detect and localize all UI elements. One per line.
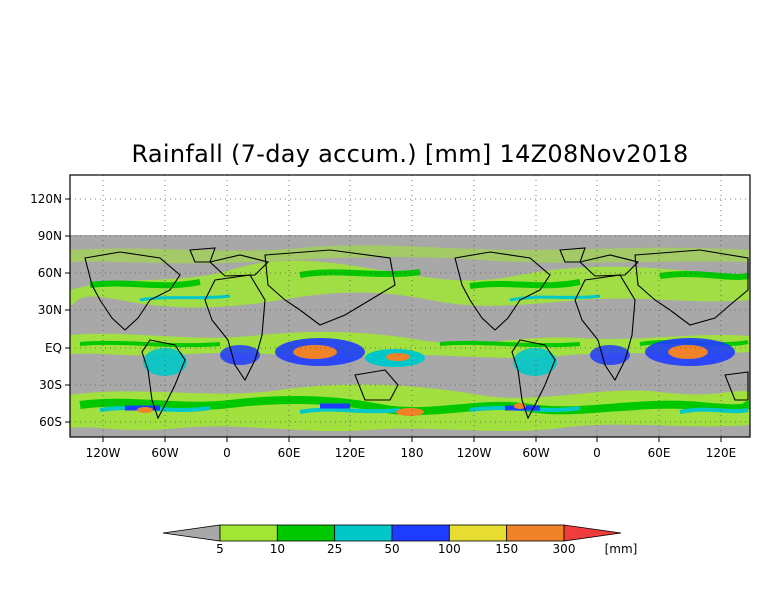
colorbar-tick-label: 150 bbox=[495, 542, 518, 556]
y-tick-label: 30S bbox=[39, 378, 62, 392]
x-tick-label: 120W bbox=[86, 446, 121, 460]
x-tick-label: 0 bbox=[223, 446, 231, 460]
x-tick-label: 120W bbox=[457, 446, 492, 460]
y-tick-label: 60N bbox=[38, 266, 62, 280]
colorbar-unit: [mm] bbox=[605, 542, 638, 556]
x-tick-label: 0 bbox=[593, 446, 601, 460]
south-heavy-rain-peak-2 bbox=[396, 408, 424, 416]
y-tick-label: 90N bbox=[38, 229, 62, 243]
x-tick-label: 60E bbox=[278, 446, 301, 460]
colorbar-segment bbox=[448, 524, 508, 542]
axis-ticks bbox=[65, 198, 722, 442]
y-tick-label: 30N bbox=[38, 303, 62, 317]
west-pacific-rain-peak bbox=[386, 353, 410, 361]
colorbar-segment bbox=[563, 524, 622, 542]
colorbar-segment bbox=[391, 524, 450, 542]
colorbar-segment bbox=[506, 524, 565, 542]
colorbar-segment bbox=[162, 524, 221, 542]
colorbar-segment bbox=[219, 524, 278, 542]
x-tick-label: 60W bbox=[522, 446, 549, 460]
south-heavy-rain-peak-1 bbox=[137, 407, 153, 413]
storm-track-north-intense bbox=[139, 294, 601, 302]
south-america-rain-repeat bbox=[513, 348, 557, 376]
south-america-rain bbox=[143, 348, 187, 376]
colorbar-segment bbox=[276, 524, 336, 542]
x-tick-label: 180 bbox=[401, 446, 424, 460]
coastlines bbox=[84, 247, 749, 420]
colorbar-tick-label: 25 bbox=[327, 542, 342, 556]
x-tick-label: 60E bbox=[648, 446, 671, 460]
x-tick-label: 60W bbox=[151, 446, 178, 460]
y-tick-label: EQ bbox=[45, 341, 62, 355]
x-tick-label: 120E bbox=[335, 446, 366, 460]
colorbar-tick-label: 5 bbox=[216, 542, 224, 556]
colorbar-tick-label: 300 bbox=[553, 542, 576, 556]
africa-rain-repeat bbox=[590, 345, 630, 365]
colorbar-tick-label: 50 bbox=[384, 542, 399, 556]
rainfall-field bbox=[70, 175, 750, 437]
colorbar: 5 10 25 50 100 150 300 bbox=[162, 524, 622, 556]
storm-track-south-core bbox=[79, 395, 750, 416]
graticule bbox=[70, 175, 750, 437]
plot-frame bbox=[69, 174, 751, 438]
africa-rain bbox=[220, 345, 260, 365]
colorbar-tick-label: 10 bbox=[270, 542, 285, 556]
colorbar-segment bbox=[334, 524, 393, 542]
map-title: Rainfall (7-day accum.) [mm] 14Z08Nov201… bbox=[131, 140, 689, 168]
y-tick-label: 60S bbox=[39, 415, 62, 429]
x-tick-label: 120E bbox=[706, 446, 737, 460]
high-latitude-band bbox=[70, 245, 750, 264]
indian-ocean-rain-peak-repeat bbox=[668, 345, 708, 359]
storm-track-north bbox=[70, 260, 750, 308]
y-tick-label: 120N bbox=[30, 192, 62, 206]
indian-ocean-rain-peak bbox=[293, 345, 337, 359]
colorbar-tick-label: 100 bbox=[438, 542, 461, 556]
